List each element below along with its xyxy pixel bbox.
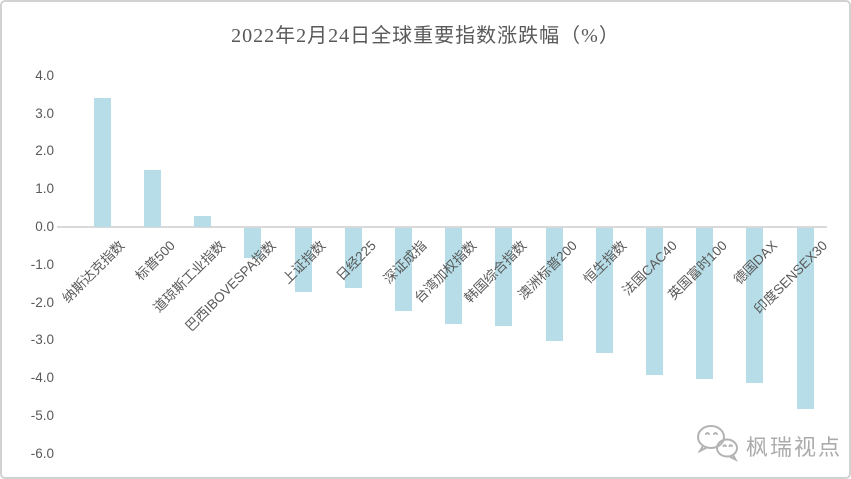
y-axis-tick-label: -3.0: [30, 332, 54, 348]
bar-7: [395, 228, 412, 312]
zero-axis-line: [57, 226, 827, 228]
y-axis-tick-label: -4.0: [30, 370, 54, 386]
x-axis-category-label: 巴西IBOVESPA指数: [181, 237, 279, 335]
y-axis-tick-label: 4.0: [35, 67, 54, 83]
y-axis-tick-label: -2.0: [30, 294, 54, 310]
bar-4: [244, 228, 262, 259]
bar-12: [646, 228, 663, 376]
bar-11: [595, 228, 613, 353]
bar-3: [194, 215, 212, 227]
bar-1: [93, 98, 111, 227]
watermark: 枫瑞视点: [694, 422, 842, 469]
bar-8: [445, 228, 463, 325]
chart-title: 2022年2月24日全球重要指数涨跌幅（%）: [231, 25, 620, 47]
y-axis-tick-label: 3.0: [35, 105, 54, 121]
bar-6: [344, 228, 362, 289]
x-axis-category-label: 纳斯达克指数: [59, 237, 128, 306]
wechat-chat-bubbles-icon: [694, 422, 740, 469]
y-axis-tick-label: 2.0: [35, 143, 54, 159]
bar-10: [545, 228, 563, 342]
bar-5: [294, 228, 312, 293]
bar-14: [746, 228, 764, 383]
bar-2: [144, 170, 161, 227]
y-axis-tick-label: 0.0: [35, 219, 54, 234]
y-axis-tick-label: -1.0: [30, 256, 54, 272]
bar-15: [796, 228, 814, 410]
y-axis-tick-label: 1.0: [35, 181, 54, 197]
bar-13: [696, 228, 714, 380]
y-axis-tick-label: -6.0: [30, 445, 54, 461]
y-axis-tick-label: -5.0: [30, 408, 54, 423]
bar-9: [495, 228, 513, 327]
watermark-text: 枫瑞视点: [746, 434, 843, 460]
